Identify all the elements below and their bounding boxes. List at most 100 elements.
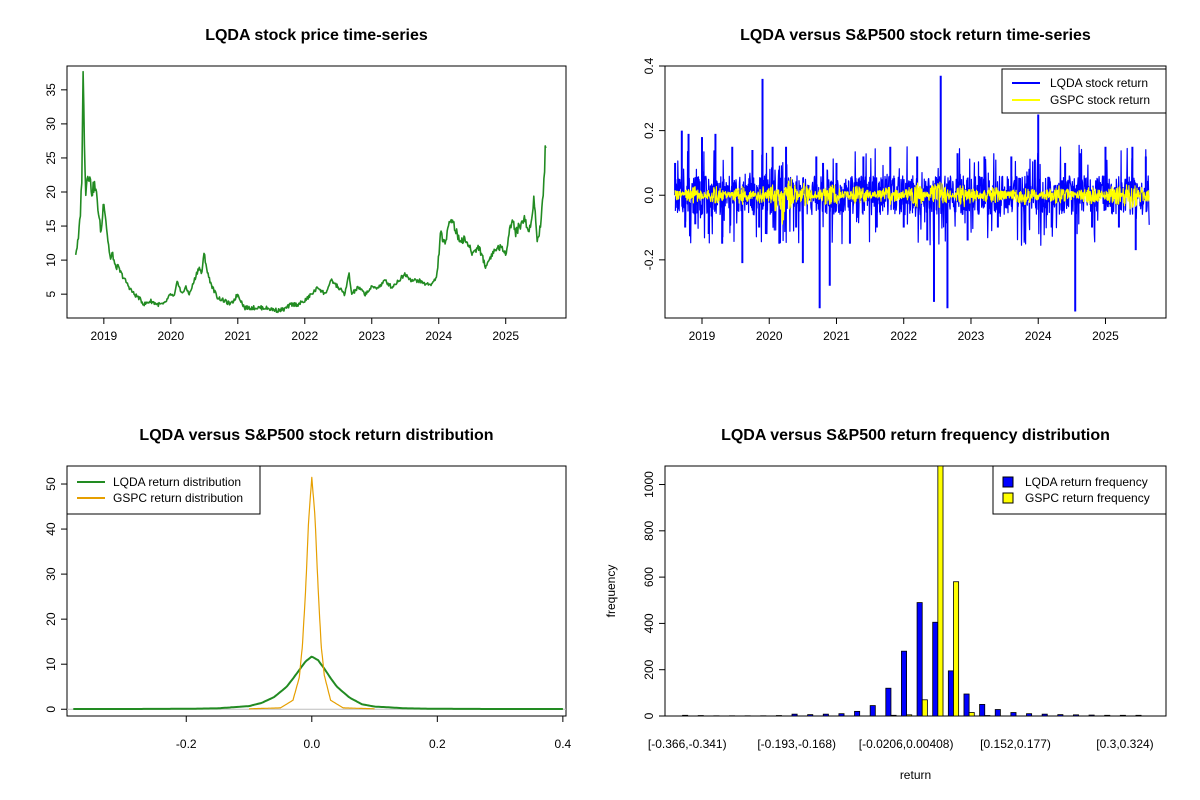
panel-4-x-tick-label: [-0.0206,0.00408) (859, 737, 954, 751)
panel-4-legend-box (992, 465, 1167, 515)
panel-4-x-tick-label: [0.152,0.177) (980, 737, 1051, 751)
panel-3-y-tick-label: 10 (44, 657, 58, 671)
panel-2-x-tick-label: 2024 (1025, 329, 1052, 343)
panel-1-y-tick-label: 10 (44, 253, 58, 267)
panel-3-x-tick-label: -0.2 (176, 737, 197, 751)
panel-4-legend-swatch (1002, 476, 1014, 488)
lqda-freq-bar (947, 670, 954, 717)
panel-4-y-tick-label: 600 (642, 567, 656, 587)
panel-2-legend-box (1001, 68, 1167, 114)
lqda-freq-bar (838, 713, 845, 717)
panel-4-y-tick-label: 1000 (642, 471, 656, 498)
lqda-freq-bar (869, 705, 876, 717)
panel-4-legend-label: GSPC return frequency (1025, 491, 1150, 505)
lqda-freq-bar (1135, 714, 1142, 717)
lqda-freq-bar (979, 704, 986, 717)
panel-3-x-tick-label: 0.0 (303, 737, 320, 751)
panel-2-title: LQDA versus S&P500 stock return time-ser… (740, 27, 1091, 44)
gspc-freq-bar (937, 465, 944, 717)
panel-1-x-tick-label: 2025 (492, 329, 519, 343)
lqda-freq-bar (791, 713, 798, 717)
lqda-freq-bar (1072, 714, 1079, 717)
gspc-freq-bar (953, 581, 960, 717)
lqda-freq-bar (963, 693, 970, 717)
panel-1-y-tick-label: 5 (44, 291, 58, 298)
lqda-freq-bar (1088, 714, 1095, 717)
panel-3-legend-label: GSPC return distribution (113, 491, 243, 505)
panel-4-y-tick-label: 200 (642, 659, 656, 679)
panel-1-x-tick-label: 2022 (291, 329, 318, 343)
panel-2-x-tick-label: 2025 (1092, 329, 1119, 343)
panel-3-frame (66, 465, 567, 717)
lqda-freq-bar (1104, 714, 1111, 717)
panel-3-y-tick-label: 40 (44, 522, 58, 536)
gspc-freq-bar (906, 714, 913, 717)
lqda-freq-bar (822, 713, 829, 717)
panel-2-y-tick-label: 0.2 (642, 122, 656, 139)
panel-3-y-tick-label: 20 (44, 612, 58, 626)
panel-3-legend-label: LQDA return distribution (113, 475, 241, 489)
panel-1-y-tick-label: 25 (44, 151, 58, 165)
panel-4-y-tick-label: 0 (642, 712, 656, 719)
panel-1-title: LQDA stock price time-series (205, 27, 428, 44)
panel-3-y-tick-label: 30 (44, 567, 58, 581)
panel-1-x-tick-label: 2023 (358, 329, 385, 343)
lqda-freq-bar (916, 602, 923, 717)
panel-1-x-tick-label: 2020 (157, 329, 184, 343)
lqda-freq-bar (885, 687, 892, 717)
panel-4-x-tick-label: [-0.366,-0.341) (648, 737, 727, 751)
panel-1-y-tick-label: 30 (44, 117, 58, 131)
panel-4-x-axis-label: return (900, 768, 931, 782)
panel-3-title: LQDA versus S&P500 stock return distribu… (139, 427, 493, 444)
panel-2-legend-label: LQDA stock return (1050, 76, 1148, 90)
lqda-freq-bar (1057, 714, 1064, 717)
gspc-freq-bar (890, 714, 897, 717)
panel-1-x-tick-label: 2024 (425, 329, 452, 343)
lqda-freq-bar (932, 621, 939, 717)
panel-2-x-tick-label: 2019 (689, 329, 716, 343)
panel-2-x-tick-label: 2022 (890, 329, 917, 343)
gspc-return-line (674, 178, 1150, 225)
panel-3-x-tick-label: 0.4 (555, 737, 572, 751)
lqda-freq-bar (994, 709, 1001, 717)
lqda-freq-bar (901, 650, 907, 717)
panel-2-x-tick-label: 2021 (823, 329, 850, 343)
panel-1-y-tick-label: 35 (44, 83, 58, 97)
panel-1-x-tick-label: 2021 (224, 329, 251, 343)
panel-4-legend-label: LQDA return frequency (1025, 475, 1148, 489)
panel-2-y-tick-label: 0.4 (642, 57, 656, 74)
lqda-freq-bar (682, 714, 689, 717)
panel-4-y-tick-label: 400 (642, 613, 656, 633)
panel-2-x-tick-label: 2020 (756, 329, 783, 343)
lqda-freq-bar (1119, 714, 1126, 717)
panel-2-legend-label: GSPC stock return (1050, 93, 1150, 107)
panel-4-y-tick-label: 800 (642, 520, 656, 540)
panel-2-y-tick-label: -0.2 (642, 249, 656, 270)
panel-4-y-axis-label: frequency (604, 565, 618, 618)
panel-4-title: LQDA versus S&P500 return frequency dist… (721, 427, 1110, 444)
panel-4-frame (664, 465, 1167, 717)
panel-3-legend-box (66, 465, 261, 515)
lqda-freq-bar (1026, 713, 1033, 717)
panel-4-legend-swatch (1002, 492, 1014, 504)
panel-1-frame (66, 65, 567, 319)
lqda-density-line (73, 655, 563, 710)
panel-1-y-tick-label: 20 (44, 185, 58, 199)
panel-3-y-tick-label: 0 (44, 706, 58, 713)
lqda-freq-bar (807, 714, 814, 717)
lqda-freq-bar (1010, 712, 1017, 717)
lqda-freq-bar (854, 710, 861, 717)
price-series-line (74, 70, 547, 314)
panel-2-frame (664, 65, 1167, 319)
panel-3-y-tick-label: 50 (44, 477, 58, 491)
panel-1-x-tick-label: 2019 (90, 329, 117, 343)
panel-2-y-tick-label: 0.0 (642, 187, 656, 204)
panel-3-x-tick-label: 0.2 (429, 737, 446, 751)
panel-2-x-tick-label: 2023 (958, 329, 985, 343)
gspc-density-line (248, 476, 375, 710)
gspc-freq-bar (968, 712, 975, 717)
panel-4-x-tick-label: [0.3,0.324) (1096, 737, 1153, 751)
panel-4-x-tick-label: [-0.193,-0.168) (757, 737, 836, 751)
